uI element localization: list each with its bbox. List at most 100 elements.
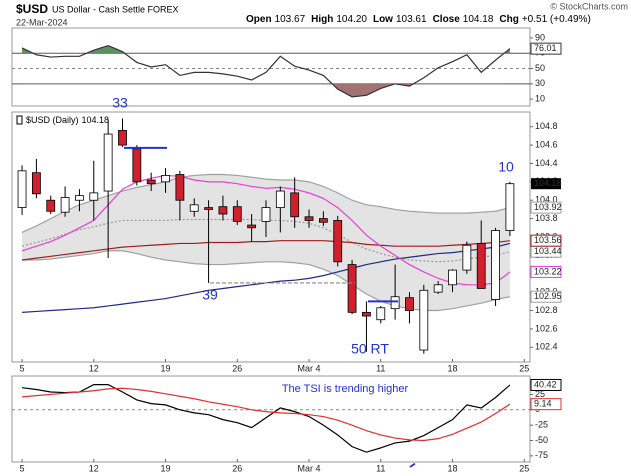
quote-value: 104.20 [336,14,367,25]
value-tag-label: 102.95 [534,291,562,301]
candle-body [491,230,500,300]
candle-body [75,195,84,201]
instrument-name: US Dollar - Cash Settle FOREX [52,4,179,14]
candle-body [333,220,343,263]
candle-body [89,192,99,201]
close-tag-label: 104.18 [534,178,562,188]
candle-body [405,297,414,311]
x-tick-label: 12 [89,463,99,473]
legend-icon [16,115,23,125]
series-line [21,44,511,98]
y-tick-label: 10 [535,93,545,103]
x-tick-label: 26 [232,463,242,473]
candle-body [261,207,271,222]
value-tag [530,398,562,411]
candle-body [31,172,41,195]
y-tick-label: 30 [535,78,545,88]
value-tag [530,378,562,391]
x-tick-label: 19 [161,363,171,373]
x-tick-label: 18 [448,363,458,373]
candle-body [146,179,156,185]
value-tag-label: 103.56 [534,235,562,245]
candle-body [232,206,242,222]
x-tick-label: Mar 4 [298,463,321,473]
quote-label: High [311,14,333,25]
candle-body [204,207,213,210]
candle-body [476,243,486,289]
y-tick-label: 102.4 [535,342,558,352]
annotation: 10 [498,159,514,175]
annotation: The TSI is trending higher [282,383,409,395]
series-line [21,173,511,233]
close-tag [531,178,561,190]
candle-body [318,218,328,223]
candle-body [275,190,285,208]
candle-body [118,129,127,146]
candle-body [347,264,357,313]
candle-body [17,170,27,208]
value-tag-label: 103.92 [534,202,562,212]
quote-label: Low [373,14,393,25]
y-tick-label: 90 [535,32,545,42]
value-tag [530,234,562,247]
candle-body [290,192,300,218]
date: 22-Mar-2024 [16,17,68,27]
candle-body [390,296,400,310]
x-tick-label: 11 [376,463,385,473]
candle-body [103,133,113,192]
y-tick-label: 104.8 [535,121,558,131]
candle-body [448,269,457,286]
x-tick-label: 5 [20,463,25,473]
y-tick-label: 104.0 [535,195,558,205]
quote-value: 103.67 [275,14,306,25]
candle-body [376,307,386,321]
annotation: 33 [112,95,128,111]
quote-value: 104.18 [463,14,494,25]
candle-body [433,284,443,293]
y-tick-label: 102.6 [535,323,558,333]
quote-value: +0.51 (+0.49%) [522,14,591,25]
quote-label: Close [433,14,461,25]
series-line [21,218,511,263]
y-tick-label: -75 [535,450,548,460]
value-tag [530,290,562,303]
annotation: 39 [202,287,218,303]
value-tag-label: 103.22 [534,266,562,276]
x-tick-label: Mar 4 [298,363,321,373]
symbol: $USD [16,2,48,16]
candle-body [175,174,185,201]
x-tick-label: 18 [448,463,458,473]
candle-body [189,204,199,212]
y-tick-label: 102.8 [535,305,558,315]
legend-name: $USD (Daily) [26,115,79,125]
quote-label: Chg [499,14,518,25]
legend-close: 104.18 [82,115,110,125]
value-tag [530,42,562,55]
candle-body [304,216,314,221]
value-tag [530,201,562,214]
x-tick-label: 11 [376,363,385,373]
series-line [21,384,511,453]
y-tick-label: 104.6 [535,139,558,149]
candle-body [218,206,228,215]
value-tag-label: 76.01 [534,43,557,53]
series-line [21,387,511,442]
annotation: 50 RT [351,341,389,357]
value-tag-label: 40.42 [534,379,557,389]
candle-body [362,311,371,317]
x-tick-label: 19 [161,463,171,473]
series-line [21,240,510,261]
y-tick-label: 25 [535,389,545,399]
zone-fill [332,83,414,97]
candle-body [419,289,429,351]
y-tick-label: 103.8 [535,213,558,223]
y-tick-label: 104.4 [535,158,558,168]
candle-body [505,183,515,231]
candle-body [462,244,472,271]
quote: Open 103.67 High 104.20 Low 103.61 Close 104.18… [246,14,591,25]
y-tick-label: 50 [535,63,545,73]
x-tick-label: 25 [519,463,529,473]
value-tag [530,265,562,278]
